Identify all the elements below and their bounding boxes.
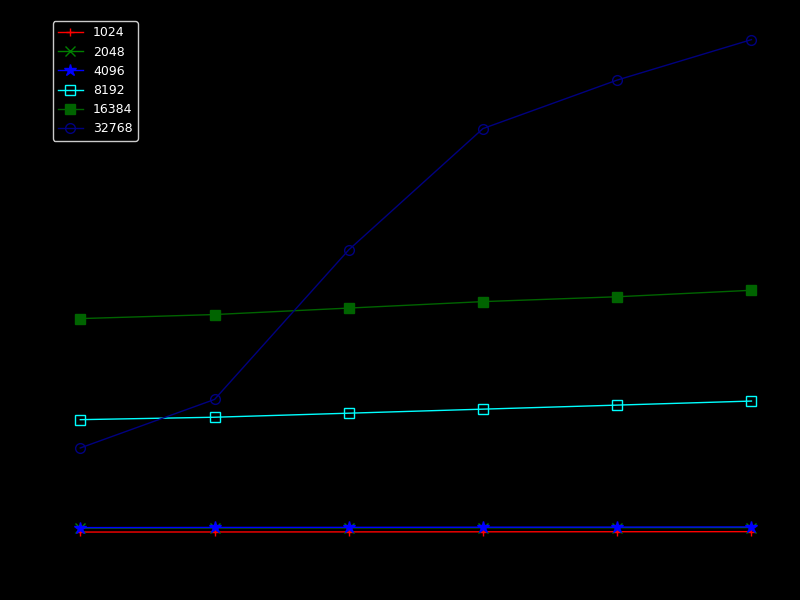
8192 <box>75 416 85 423</box>
4096 <box>746 523 756 530</box>
4096 <box>344 524 354 531</box>
2048 <box>613 524 622 531</box>
4096 <box>75 524 85 531</box>
16384 <box>210 311 219 318</box>
4096 <box>613 524 622 531</box>
16384 <box>344 304 354 311</box>
16384 <box>746 287 756 294</box>
Line: 1024: 1024 <box>76 527 756 536</box>
32768 <box>75 445 85 452</box>
Line: 4096: 4096 <box>74 521 758 534</box>
2048 <box>344 524 354 532</box>
1024 <box>75 529 85 536</box>
Line: 8192: 8192 <box>75 396 756 425</box>
16384 <box>613 293 622 301</box>
16384 <box>478 298 488 305</box>
4096 <box>210 524 219 531</box>
2048 <box>478 524 488 531</box>
2048 <box>746 524 756 531</box>
32768 <box>344 246 354 253</box>
8192 <box>210 413 219 421</box>
2048 <box>75 524 85 532</box>
8192 <box>613 401 622 409</box>
32768 <box>210 396 219 403</box>
8192 <box>344 410 354 417</box>
Line: 2048: 2048 <box>75 523 756 533</box>
1024 <box>478 528 488 535</box>
Legend: 1024, 2048, 4096, 8192, 16384, 32768: 1024, 2048, 4096, 8192, 16384, 32768 <box>53 21 138 140</box>
32768 <box>478 125 488 132</box>
1024 <box>210 529 219 536</box>
Line: 16384: 16384 <box>75 286 756 323</box>
1024 <box>344 528 354 535</box>
8192 <box>746 397 756 404</box>
Line: 32768: 32768 <box>75 35 756 453</box>
16384 <box>75 315 85 322</box>
32768 <box>746 36 756 43</box>
2048 <box>210 524 219 532</box>
8192 <box>478 406 488 413</box>
1024 <box>613 528 622 535</box>
32768 <box>613 76 622 83</box>
1024 <box>746 528 756 535</box>
4096 <box>478 524 488 531</box>
